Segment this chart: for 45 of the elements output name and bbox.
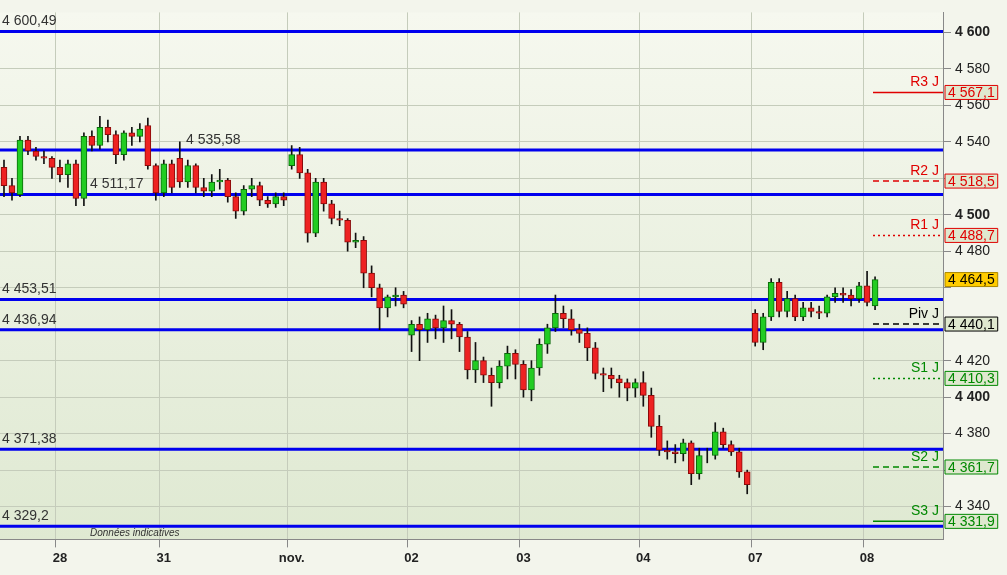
ref-line-label: 4 371,38 (2, 430, 57, 447)
y-tick-label: 4 540 (955, 132, 991, 149)
candlestick (671, 444, 679, 464)
candlestick (248, 178, 256, 197)
candlestick (815, 305, 823, 320)
candlestick (40, 150, 48, 165)
y-tick-label: 4 480 (955, 242, 991, 259)
candlestick (200, 178, 208, 197)
y-tick-label: 4 340 (955, 497, 991, 514)
y-tick-label: 4 580 (955, 59, 991, 76)
ref-line-label: 4 453,51 (2, 280, 57, 297)
ref-line-label: S1 J (910, 359, 939, 376)
x-tick-label: 03 (516, 549, 531, 565)
candlestick (128, 126, 136, 146)
y-tick-label: 4 518,5 (948, 172, 995, 189)
x-tick-label: 02 (404, 549, 419, 565)
ref-line-label: 4 600,49 (2, 12, 57, 29)
ref-line-label: 4 511,17 (90, 175, 144, 192)
ref-line-label: S3 J (910, 502, 939, 519)
x-tick-label: 31 (156, 549, 172, 565)
y-tick-label: 4 500 (955, 205, 991, 222)
ref-line-label: R3 J (910, 73, 939, 90)
annotation: Données indicatives (90, 527, 180, 539)
x-tick-label: 08 (859, 549, 875, 565)
y-tick-label: 4 420 (955, 351, 991, 368)
x-tick-label: nov. (278, 549, 305, 565)
ref-line-label: 4 329,2 (2, 507, 49, 524)
y-tick-label: 4 331,9 (948, 513, 995, 530)
y-tick-label: 4 600 (955, 23, 991, 40)
ref-line-label: 4 535,58 (186, 130, 241, 147)
y-tick-label: 4 380 (955, 424, 991, 441)
y-tick-label: 4 464,5 (948, 271, 995, 288)
ref-line-label: 4 436,94 (2, 310, 57, 327)
y-tick-label: 4 400 (955, 388, 991, 405)
ref-line-label: Piv J (908, 304, 939, 321)
x-tick-label: 07 (747, 549, 763, 565)
y-tick-label: 4 440,1 (948, 315, 995, 332)
y-tick-label: 4 488,7 (948, 227, 995, 244)
ref-line-label: R1 J (910, 216, 939, 233)
x-tick-label: 28 (52, 549, 68, 565)
x-tick-label: 04 (636, 549, 652, 565)
y-tick-label: 4 410,3 (948, 370, 995, 387)
ref-line-label: R2 J (910, 161, 939, 178)
y-tick-label: 4 361,7 (948, 458, 995, 475)
ref-line-label: S2 J (910, 447, 939, 464)
